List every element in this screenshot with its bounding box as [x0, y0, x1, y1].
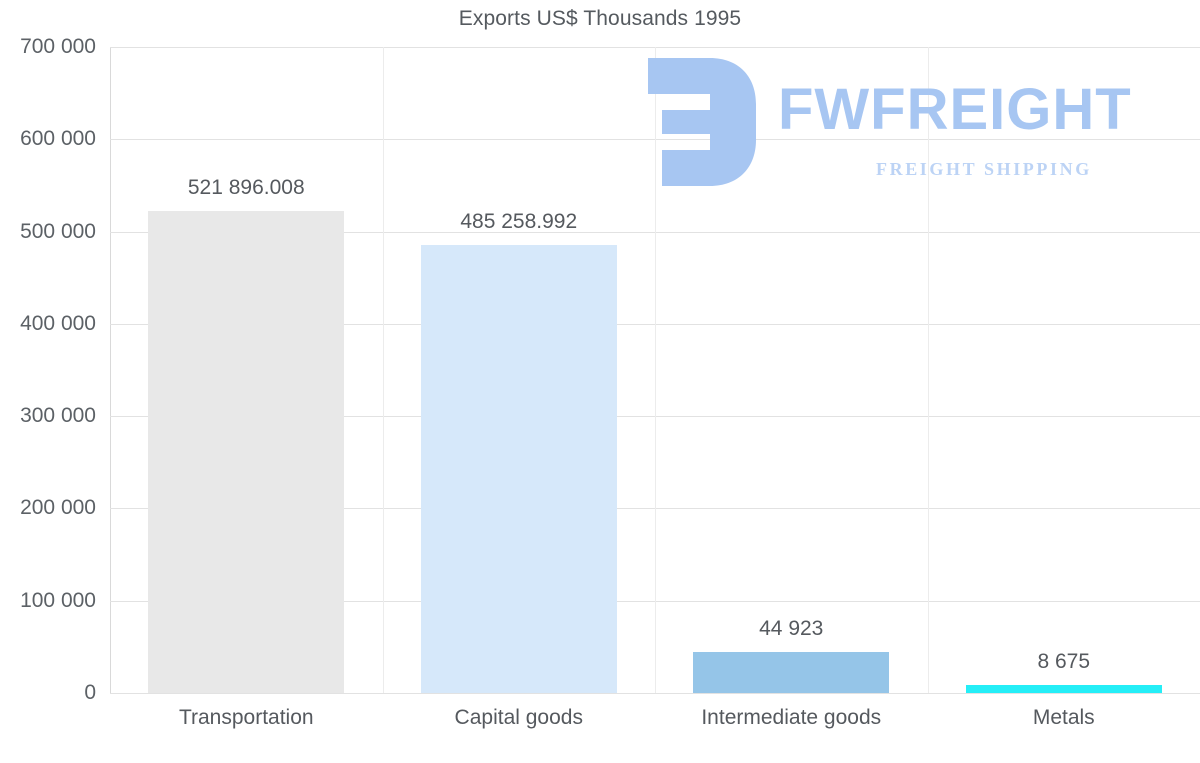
y-axis-tick-label: 500 000 — [20, 219, 96, 243]
x-axis-label: Metals — [1032, 706, 1095, 729]
gridline-vertical — [928, 47, 929, 693]
y-axis-tick-label: 200 000 — [20, 496, 96, 520]
x-axis-label: Intermediate goods — [701, 706, 882, 729]
bar-metals[interactable] — [965, 685, 1162, 693]
gridline-horizontal — [110, 693, 1200, 694]
bar-intermediate-goods[interactable] — [693, 651, 890, 693]
y-axis-line — [110, 47, 111, 694]
bar-value-label: 44 923 — [759, 616, 824, 640]
bar-value-label: 485 258.992 — [460, 210, 578, 234]
y-axis-tick-label: 300 000 — [20, 404, 96, 428]
plot-area — [110, 47, 1200, 694]
y-axis-tick-label: 600 000 — [20, 127, 96, 151]
x-axis-label: Transportation — [178, 706, 314, 729]
x-axis-label: Capital goods — [454, 706, 583, 729]
y-axis-tick-label: 700 000 — [20, 35, 96, 58]
bar-capital-goods[interactable] — [420, 245, 617, 693]
gridline-vertical — [655, 47, 656, 693]
y-axis-tick-label: 0 — [84, 681, 96, 704]
bar-value-label: 521 896.008 — [187, 176, 305, 200]
y-axis-tick-label: 400 000 — [20, 311, 96, 335]
chart-title: Exports US$ Thousands 1995 — [458, 7, 742, 30]
y-axis-tick-label: 100 000 — [20, 588, 96, 612]
bar-transportation[interactable] — [148, 211, 345, 693]
bar-value-label: 8 675 — [1037, 649, 1091, 673]
gridline-vertical — [383, 47, 384, 693]
